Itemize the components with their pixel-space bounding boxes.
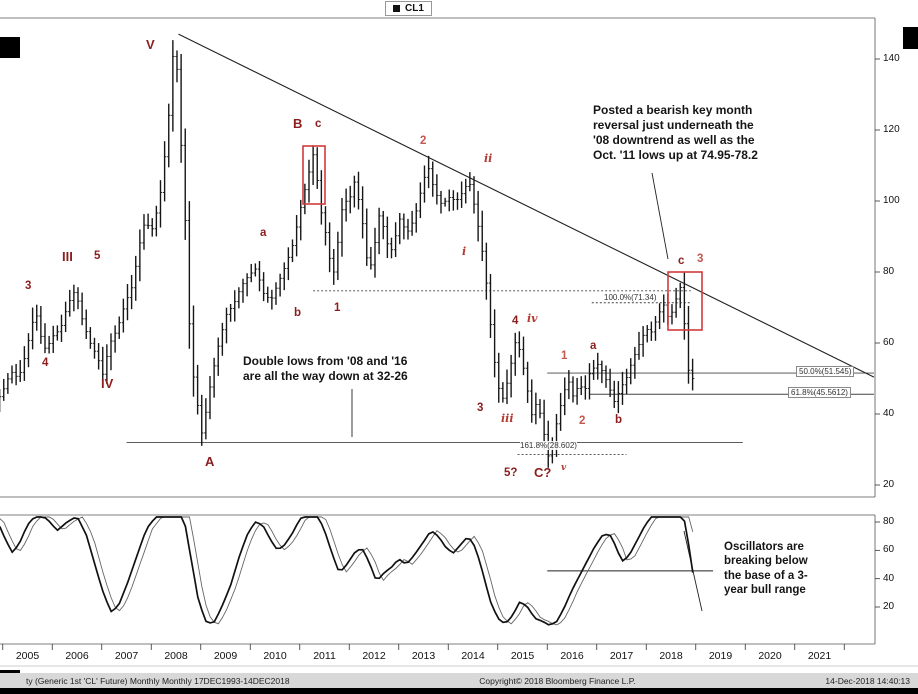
wave-label: a	[260, 227, 267, 239]
callout-oscillators: Oscillators are breaking below the base …	[724, 541, 808, 596]
wave-label: B	[293, 116, 303, 131]
price-tick-label: 60	[883, 337, 895, 348]
oscillator-main-line	[0, 516, 694, 626]
year-label: 2021	[807, 650, 832, 662]
year-label: 2020	[758, 650, 782, 662]
year-label: 2015	[510, 650, 535, 662]
wave-label: 1	[334, 302, 341, 314]
decoration-bottom-black-bar	[0, 688, 918, 694]
year-label: 2008	[164, 650, 188, 662]
decoration-black-block-top-left	[0, 37, 20, 58]
oscillator-tick-label: 20	[883, 601, 895, 612]
price-tick-label: 100	[883, 195, 900, 206]
wave-label: c	[678, 255, 685, 267]
wave-label: ii	[484, 152, 493, 165]
year-label: 2013	[411, 650, 436, 662]
wave-label: 3	[25, 280, 32, 292]
callout-pointer-line	[651, 172, 669, 260]
year-label: 2006	[65, 650, 89, 662]
wave-label: 3	[477, 402, 484, 414]
wave-label: A	[205, 454, 215, 469]
ohlc-bars	[0, 40, 695, 468]
wave-label: a	[590, 340, 597, 352]
year-label: 2009	[213, 650, 238, 662]
wave-label: i	[462, 245, 467, 258]
year-label: 2012	[362, 650, 386, 662]
status-bar: ty (Generic 1st 'CL' Future) Monthly Mon…	[0, 673, 918, 688]
fib-level-label: 100.0%(71.34)	[604, 293, 657, 303]
fib-level-label: 61.8%(45.5612)	[788, 387, 851, 399]
oscillator-tick-label: 80	[883, 516, 895, 527]
wave-label: 4	[42, 357, 49, 369]
oscillator-tick-label: 60	[883, 544, 895, 556]
fib-level-label: 161.8%(28.602)	[520, 441, 577, 451]
year-label: 2018	[659, 650, 683, 662]
wave-label: v	[561, 463, 567, 473]
wave-label: III	[62, 249, 73, 264]
year-label: 2016	[560, 650, 584, 662]
wave-label: 1	[561, 350, 568, 362]
year-label: 2010	[263, 650, 287, 662]
wave-label: iv	[527, 312, 538, 325]
callout-bearish-key-month-reversal: Posted a bearish key month reversal just…	[593, 103, 758, 162]
price-tick-label: 140	[883, 53, 900, 64]
price-tick-label: 40	[883, 408, 895, 419]
year-label: 2017	[609, 650, 634, 662]
series-color-swatch-icon	[393, 5, 400, 12]
legend-symbol-label: CL1	[405, 3, 424, 14]
decoration-black-block-top-right	[903, 27, 918, 49]
status-right-text: 14-Dec-2018 14:40:13	[825, 675, 910, 686]
wave-label: b	[294, 307, 302, 319]
fib-level-label: 50.0%(51.545)	[796, 366, 855, 378]
wave-label: b	[615, 414, 623, 426]
wave-label: c	[315, 118, 322, 130]
wave-label: 4	[512, 315, 519, 327]
wave-label: IV	[101, 376, 114, 391]
status-left-text: ty (Generic 1st 'CL' Future) Monthly Mon…	[26, 675, 290, 686]
wave-label: 2	[420, 135, 427, 147]
year-label: 2007	[114, 650, 139, 662]
downtrend-line	[178, 33, 875, 378]
year-label: 2014	[461, 650, 485, 662]
wave-label: 2	[579, 415, 586, 427]
price-tick-label: 80	[883, 266, 895, 277]
wave-label: 3	[697, 253, 704, 265]
year-label: 2019	[708, 650, 733, 662]
status-center-text: Copyright© 2018 Bloomberg Finance L.P.	[479, 675, 636, 686]
callout-double-lows: Double lows from '08 and '16 are all the…	[243, 354, 408, 383]
wave-label: 5	[94, 250, 101, 262]
year-label: 2011	[313, 650, 336, 662]
year-label: 2005	[15, 650, 40, 662]
price-tick-label: 120	[883, 124, 900, 135]
wave-label: iii	[501, 412, 514, 425]
key-month-reversal-box	[667, 271, 703, 331]
wave-label: V	[146, 37, 155, 52]
wave-label: C?	[534, 465, 552, 480]
wave-label: 5?	[504, 467, 518, 479]
chart-legend[interactable]: CL1	[385, 1, 432, 16]
key-month-reversal-box	[302, 145, 326, 205]
price-tick-label: 20	[883, 479, 895, 490]
oscillator-tick-label: 40	[883, 572, 895, 584]
